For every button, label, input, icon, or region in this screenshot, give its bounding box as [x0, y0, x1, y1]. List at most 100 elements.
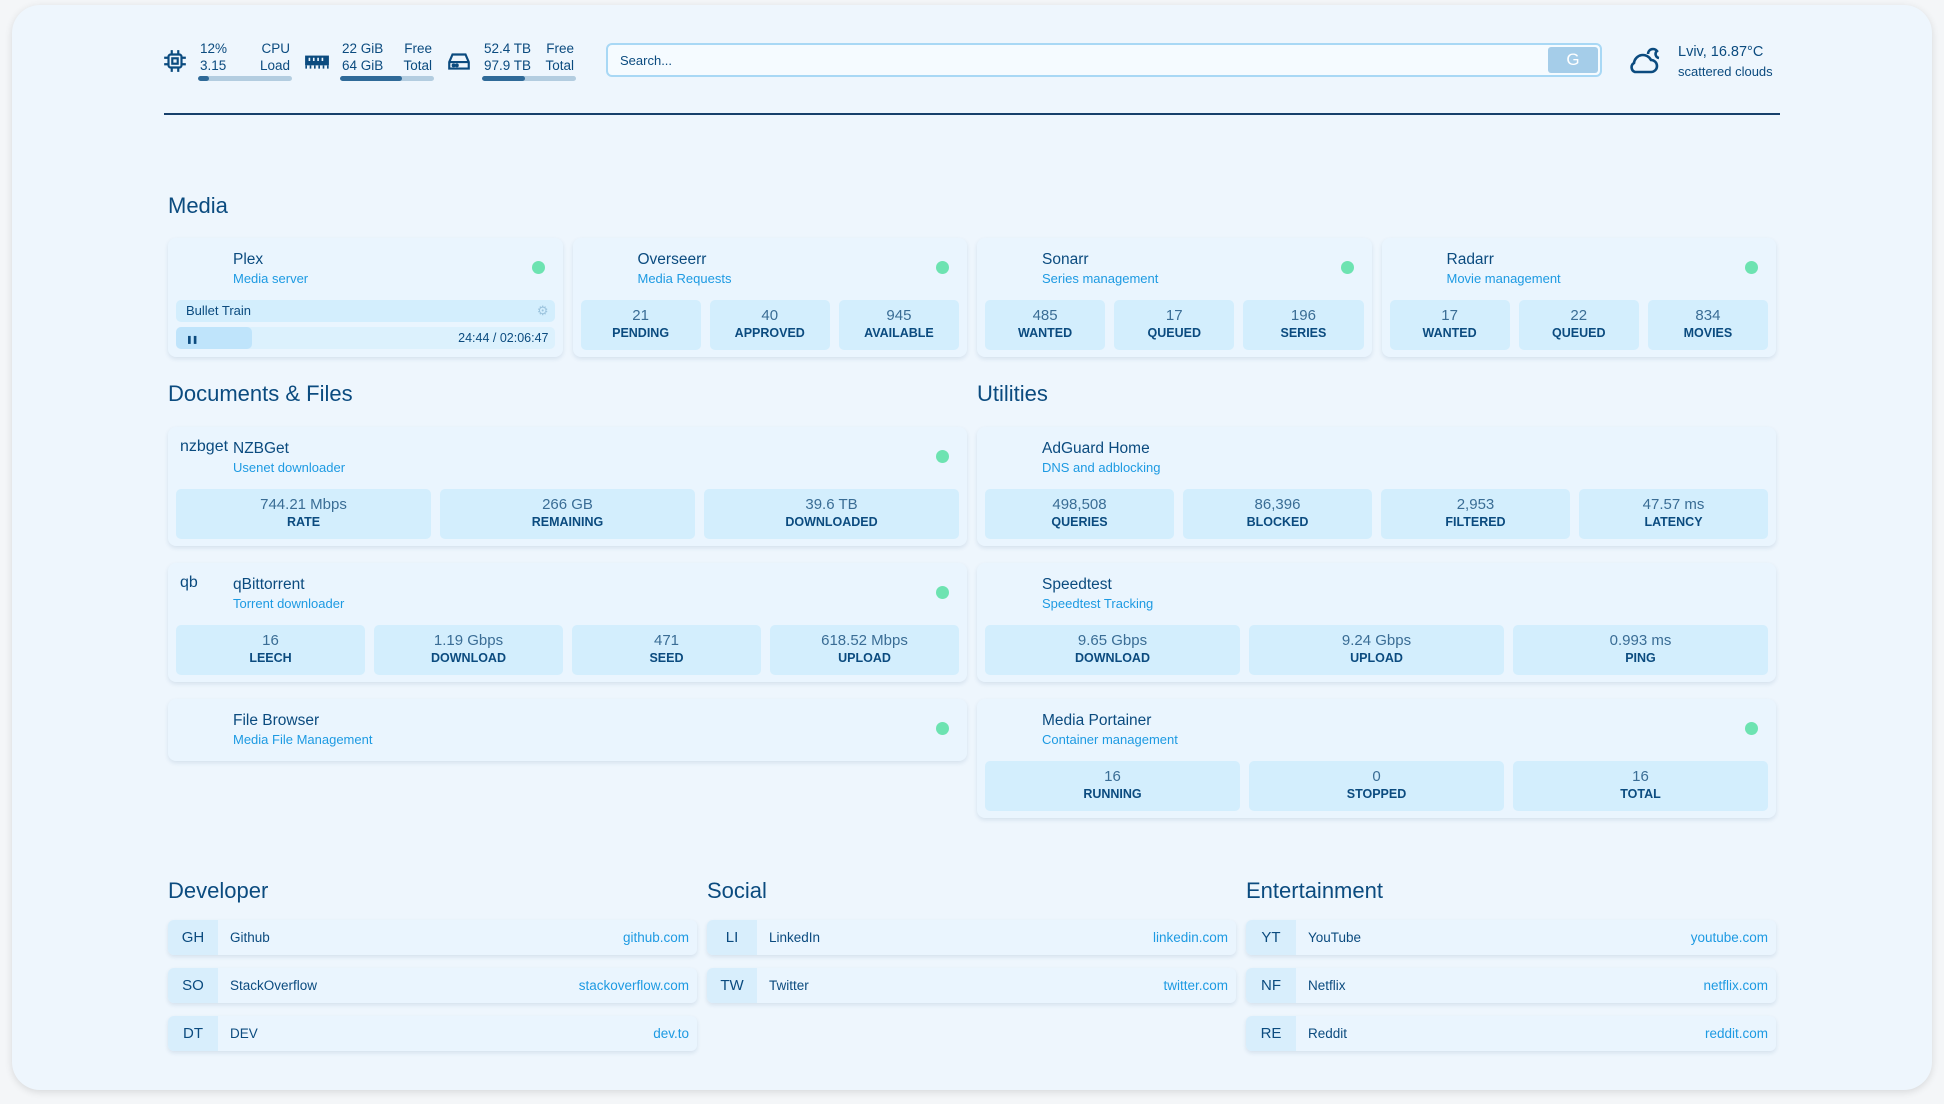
service-description: Speedtest Tracking — [1042, 596, 1154, 611]
bookmark-name[interactable]: DEV — [230, 1026, 258, 1041]
memory-widget: 22 GiB Free 64 GiB Total — [304, 40, 434, 84]
stat-value: 0 — [1372, 768, 1381, 785]
stat-label: MOVIES — [1683, 326, 1733, 340]
stat-queued: 17 QUEUED — [1114, 300, 1235, 350]
stat-value: 0.993 ms — [1609, 632, 1672, 649]
stat-value: 17 — [1441, 307, 1458, 324]
stat-value: 40 — [761, 307, 779, 324]
total-label: Total — [545, 58, 574, 73]
service-name[interactable]: qBittorrent — [233, 576, 305, 593]
speedtest-icon — [989, 574, 1027, 612]
service-description: Usenet downloader — [233, 460, 346, 475]
bookmark-name[interactable]: Netflix — [1308, 978, 1346, 993]
stat-available: 945 AVAILABLE — [838, 300, 960, 350]
stats-row: 498,508 QUERIES 86,396 BLOCKED 2,953 FILTERED… — [985, 489, 1768, 539]
stat-upload: 618.52 Mbps UPLOAD — [770, 625, 959, 675]
bookmark-name[interactable]: YouTube — [1308, 930, 1362, 945]
bookmark-netflix[interactable]: NF Netflix netflix.com — [1246, 968, 1776, 1003]
bookmark-name[interactable]: StackOverflow — [230, 978, 318, 993]
service-card-plex[interactable]: Plex Media server Bullet Train ⚙ ❚❚ 24:44 / 0… — [168, 238, 563, 357]
stat-pending: 21 PENDING — [580, 300, 701, 350]
service-card-radarr[interactable]: Radarr Movie management 17 WANTED 22 QUEUED 83… — [1381, 238, 1776, 357]
bookmark-url[interactable]: twitter.com — [1163, 978, 1228, 993]
service-description: Series management — [1042, 271, 1159, 286]
google-search-button[interactable]: G — [1548, 47, 1598, 73]
section-title-documents: Documents & Files — [168, 381, 353, 406]
stat-running: 16 RUNNING — [985, 761, 1240, 811]
header-divider — [164, 113, 1780, 115]
stats-row: 17 WANTED 22 QUEUED 834 MOVIES — [1389, 300, 1769, 350]
bookmark-url[interactable]: dev.to — [653, 1026, 689, 1041]
service-name[interactable]: Overseerr — [637, 251, 707, 268]
service-card-speedtest[interactable]: Speedtest Speedtest Tracking 9.65 Gbps DOWN… — [977, 563, 1776, 682]
bookmark-github[interactable]: GH Github github.com — [168, 920, 697, 955]
stat-label: APPROVED — [734, 326, 805, 340]
bookmark-url[interactable]: stackoverflow.com — [578, 978, 689, 993]
status-indicator — [936, 450, 949, 463]
service-name[interactable]: Media Portainer — [1042, 712, 1152, 729]
service-name[interactable]: File Browser — [233, 712, 320, 729]
card-header: Speedtest Speedtest Tracking — [985, 563, 1768, 625]
bookmark-url[interactable]: linkedin.com — [1152, 930, 1228, 945]
service-card-qbittorrent[interactable]: qb qBittorrent Torrent downloader 16 LEECH 1.… — [168, 563, 967, 682]
radarr-icon — [1394, 249, 1432, 287]
service-name[interactable]: Radarr — [1446, 251, 1494, 268]
bookmark-abbr: LI — [707, 920, 757, 955]
stat-label: PENDING — [612, 326, 670, 340]
bookmark-youtube[interactable]: YT YouTube youtube.com — [1246, 920, 1776, 955]
bookmark-name[interactable]: LinkedIn — [769, 930, 821, 945]
stat-value: 1.19 Gbps — [433, 632, 504, 649]
stat-latency: 47.57 ms LATENCY — [1579, 489, 1768, 539]
bookmark-reddit[interactable]: RE Reddit reddit.com — [1246, 1016, 1776, 1051]
bookmark-url[interactable]: netflix.com — [1703, 978, 1768, 993]
service-name[interactable]: Sonarr — [1042, 251, 1089, 268]
stats-row: 485 WANTED 17 QUEUED 196 SERIES — [985, 300, 1364, 350]
stat-upload: 9.24 Gbps UPLOAD — [1249, 625, 1504, 675]
stat-blocked: 86,396 BLOCKED — [1183, 489, 1372, 539]
stat-value: 485 — [1032, 307, 1058, 324]
service-card-sonarr[interactable]: Sonarr Series management 485 WANTED 17 QUEUED… — [977, 238, 1372, 357]
section-title-developer: Developer — [168, 878, 269, 903]
service-card-media-portainer[interactable]: Media Portainer Container management 16 RUN… — [977, 699, 1776, 818]
search-input[interactable] — [608, 45, 1546, 75]
service-name[interactable]: Speedtest — [1042, 576, 1112, 593]
cpu-load: 3.15 — [200, 58, 227, 73]
bookmark-name[interactable]: Github — [230, 930, 270, 945]
pause-icon[interactable]: ❚❚ — [186, 335, 198, 344]
service-name[interactable]: AdGuard Home — [1042, 440, 1150, 457]
section-title-media: Media — [168, 193, 228, 218]
plex-icon — [180, 249, 218, 287]
service-name[interactable]: NZBGet — [233, 440, 289, 457]
stat-seed: 471 SEED — [572, 625, 761, 675]
portainer-icon — [989, 710, 1027, 748]
card-header: nzbget NZBGet Usenet downloader — [176, 427, 959, 489]
service-card-adguard-home[interactable]: AdGuard Home DNS and adblocking 498,508 QUE… — [977, 427, 1776, 546]
stat-label: BLOCKED — [1246, 515, 1309, 529]
service-name[interactable]: Plex — [233, 251, 264, 268]
stat-total: 16 TOTAL — [1513, 761, 1768, 811]
bookmark-name[interactable]: Reddit — [1308, 1026, 1348, 1041]
bookmark-twitter[interactable]: TW Twitter twitter.com — [707, 968, 1236, 1003]
bookmark-url[interactable]: reddit.com — [1704, 1026, 1768, 1041]
bookmark-dev[interactable]: DT DEV dev.to — [168, 1016, 697, 1051]
service-description: Media Requests — [637, 271, 732, 286]
status-indicator — [1340, 261, 1354, 274]
bookmark-url[interactable]: youtube.com — [1690, 930, 1768, 945]
disk-free: 52.4 TB — [484, 41, 532, 56]
total-label: Total — [403, 58, 432, 73]
bookmark-linkedin[interactable]: LI LinkedIn linkedin.com — [707, 920, 1236, 955]
stat-value: 39.6 TB — [805, 496, 858, 513]
stat-label: WANTED — [1422, 326, 1477, 340]
bookmark-name[interactable]: Twitter — [769, 978, 809, 993]
bookmark-url[interactable]: github.com — [622, 930, 689, 945]
stats-row: 16 LEECH 1.19 Gbps DOWNLOAD 471 SEED 618.52 Mb… — [176, 625, 959, 675]
service-card-file-browser[interactable]: File Browser Media File Management — [168, 699, 967, 761]
adguard-icon — [989, 438, 1027, 476]
stat-label: RUNNING — [1083, 787, 1142, 801]
playback-progress[interactable]: ❚❚ 24:44 / 02:06:47 — [176, 327, 555, 349]
bookmark-stackoverflow[interactable]: SO StackOverflow stackoverflow.com — [168, 968, 697, 1003]
stat-remaining: 266 GB REMAINING — [440, 489, 695, 539]
service-card-nzbget[interactable]: nzbget NZBGet Usenet downloader 744.21 Mbps… — [168, 427, 967, 546]
bookmark-abbr: SO — [168, 968, 218, 1003]
service-card-overseerr[interactable]: Overseerr Media Requests 21 PENDING 40 APPROV… — [572, 238, 967, 357]
